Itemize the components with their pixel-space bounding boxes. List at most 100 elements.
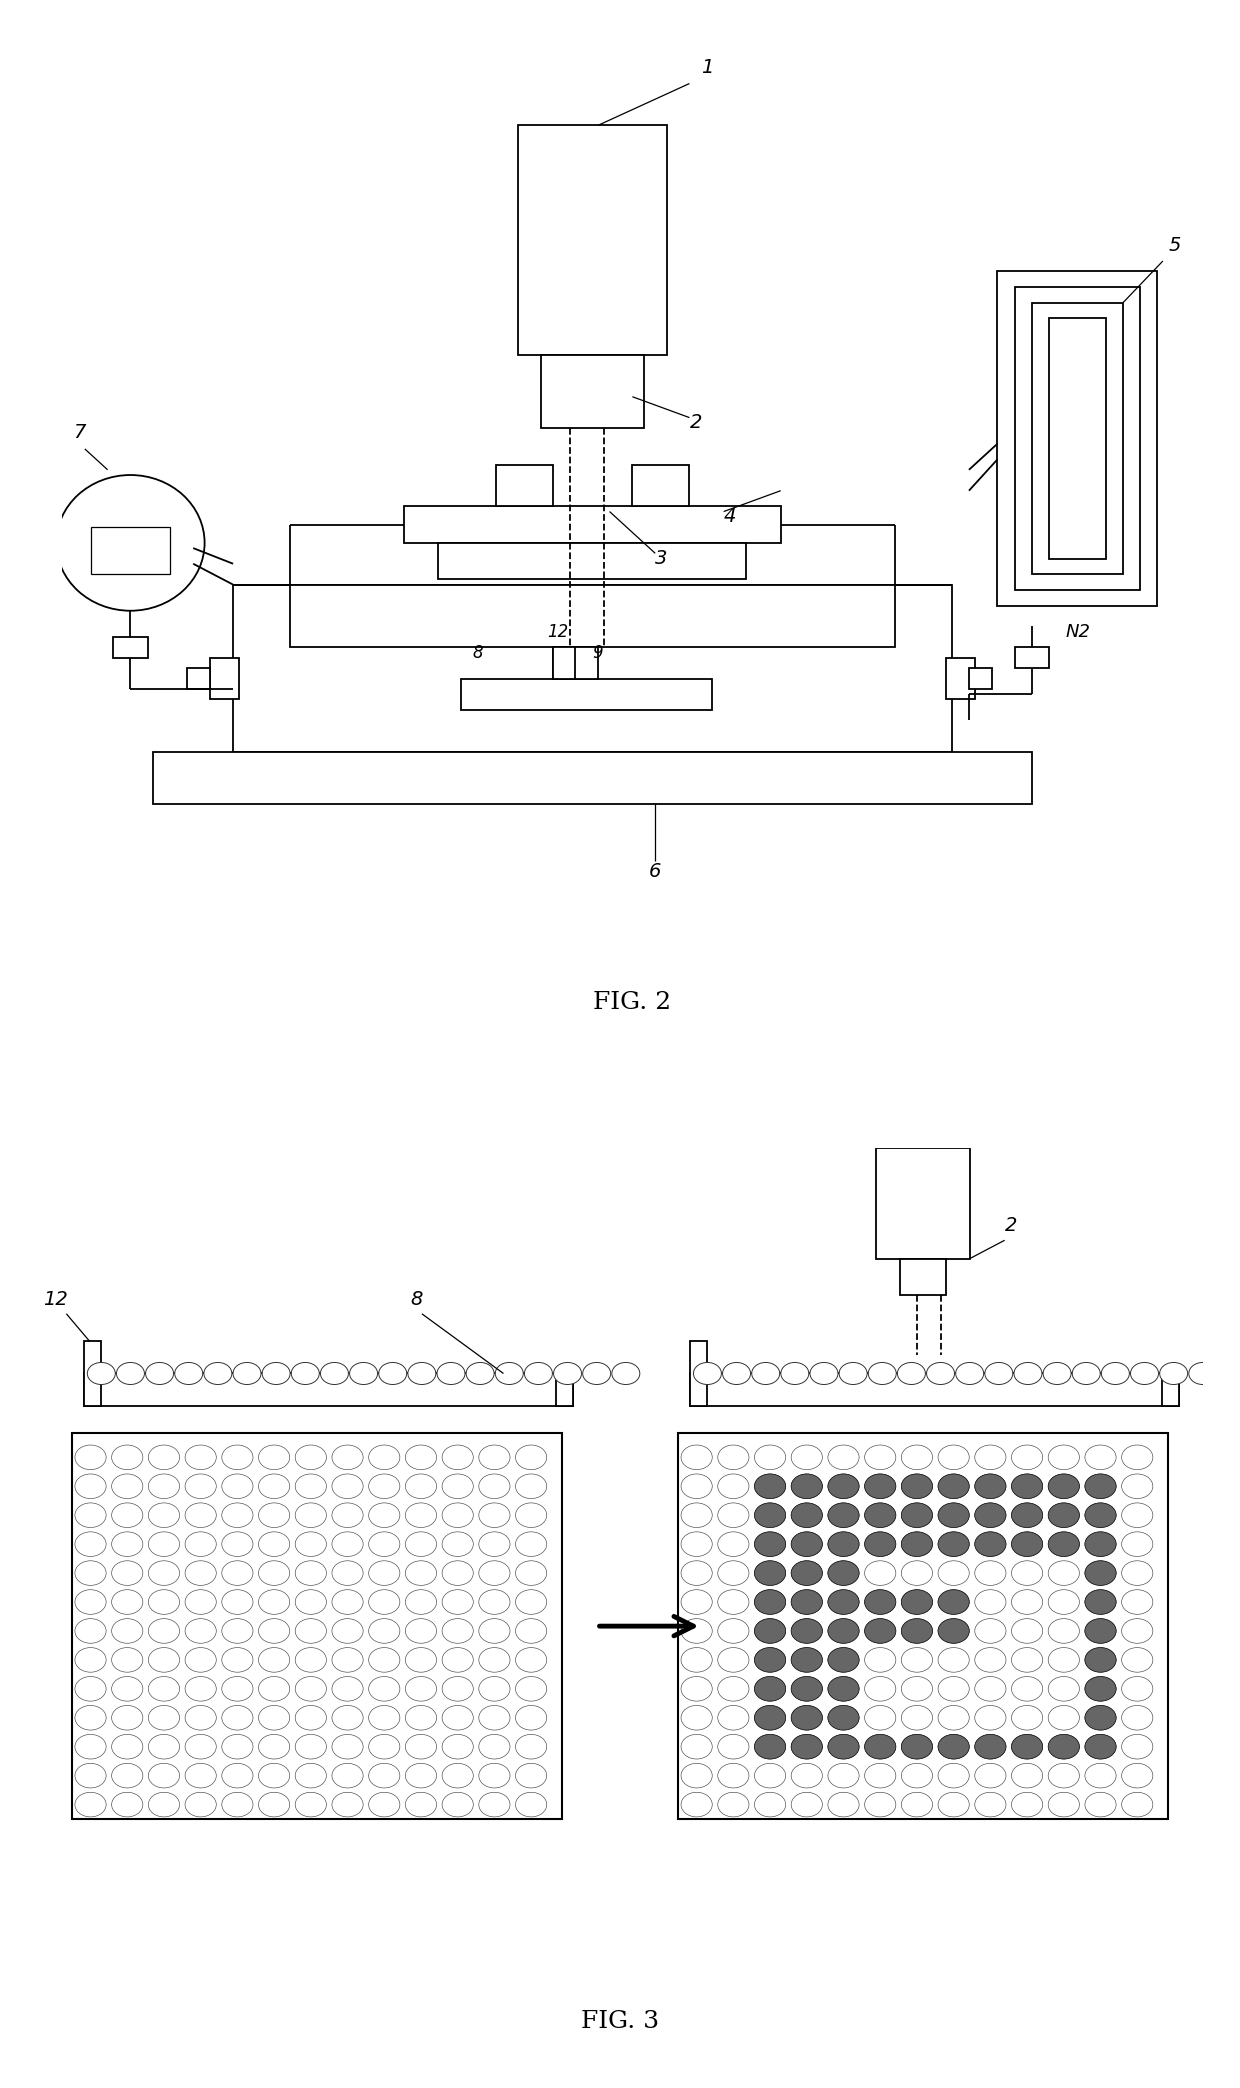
Circle shape [295,1706,326,1731]
Circle shape [937,1764,970,1787]
Circle shape [754,1677,786,1702]
Circle shape [222,1589,253,1614]
Circle shape [754,1618,786,1643]
Circle shape [149,1706,180,1731]
Circle shape [479,1792,510,1817]
Circle shape [901,1706,932,1731]
Circle shape [828,1792,859,1817]
Circle shape [937,1589,970,1614]
Circle shape [185,1677,216,1702]
Circle shape [791,1618,822,1643]
Circle shape [332,1445,363,1470]
Circle shape [723,1363,750,1384]
Circle shape [1012,1618,1043,1643]
Bar [553,647,598,679]
Circle shape [718,1474,749,1499]
Circle shape [828,1735,859,1758]
Bar [877,1148,970,1259]
Circle shape [1085,1560,1116,1585]
Circle shape [1048,1706,1079,1731]
Circle shape [781,1363,808,1384]
Circle shape [222,1647,253,1672]
Circle shape [1122,1533,1153,1556]
Circle shape [443,1445,474,1470]
Circle shape [901,1589,932,1614]
Circle shape [975,1589,1006,1614]
Circle shape [975,1474,1006,1499]
Circle shape [901,1445,932,1470]
Circle shape [754,1589,786,1614]
Circle shape [828,1677,859,1702]
Circle shape [864,1533,895,1556]
Circle shape [1012,1445,1043,1470]
Circle shape [791,1735,822,1758]
Bar [84,1374,573,1405]
Circle shape [1085,1764,1116,1787]
Bar [496,466,553,507]
Circle shape [74,1706,107,1731]
Circle shape [901,1503,932,1528]
Circle shape [332,1764,363,1787]
Circle shape [368,1474,399,1499]
Circle shape [1048,1764,1079,1787]
Circle shape [368,1764,399,1787]
Circle shape [495,1363,523,1384]
Circle shape [754,1792,786,1817]
Circle shape [74,1677,107,1702]
Circle shape [839,1363,867,1384]
Circle shape [185,1560,216,1585]
Circle shape [681,1706,712,1731]
Circle shape [754,1560,786,1585]
Circle shape [112,1618,143,1643]
Circle shape [718,1618,749,1643]
Circle shape [258,1533,290,1556]
Circle shape [1085,1677,1116,1702]
Circle shape [466,1363,494,1384]
Circle shape [222,1560,253,1585]
Circle shape [718,1764,749,1787]
Bar [1162,1378,1179,1405]
Circle shape [901,1647,932,1672]
Circle shape [295,1445,326,1470]
Circle shape [828,1533,859,1556]
Circle shape [222,1618,253,1643]
Text: 8: 8 [410,1290,423,1309]
Circle shape [553,1363,582,1384]
Circle shape [368,1560,399,1585]
Circle shape [1085,1735,1116,1758]
Circle shape [368,1589,399,1614]
Circle shape [718,1533,749,1556]
Circle shape [864,1764,895,1787]
Circle shape [681,1445,712,1470]
Circle shape [791,1589,822,1614]
Circle shape [149,1445,180,1470]
Circle shape [791,1677,822,1702]
Circle shape [937,1533,970,1556]
Circle shape [112,1764,143,1787]
Circle shape [258,1503,290,1528]
Circle shape [1085,1735,1116,1758]
Circle shape [975,1618,1006,1643]
Circle shape [754,1706,786,1731]
Circle shape [436,1363,465,1384]
Circle shape [443,1503,474,1528]
Circle shape [405,1647,436,1672]
Circle shape [1085,1706,1116,1731]
Circle shape [368,1792,399,1817]
Circle shape [149,1618,180,1643]
Circle shape [681,1764,712,1787]
Circle shape [828,1474,859,1499]
Circle shape [1085,1533,1116,1556]
Circle shape [149,1735,180,1758]
Circle shape [295,1560,326,1585]
Circle shape [117,1363,144,1384]
Circle shape [1048,1445,1079,1470]
Circle shape [332,1533,363,1556]
Circle shape [222,1735,253,1758]
Circle shape [828,1677,859,1702]
Circle shape [295,1474,326,1499]
Circle shape [112,1445,143,1470]
Circle shape [681,1792,712,1817]
Circle shape [516,1764,547,1787]
Circle shape [718,1560,749,1585]
